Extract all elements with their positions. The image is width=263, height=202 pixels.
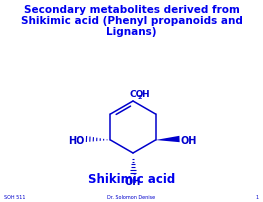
Text: Lignans): Lignans) [106,27,157,37]
Text: 2: 2 [138,95,142,100]
Text: OH: OH [125,176,141,186]
Text: 1: 1 [256,194,259,199]
Text: HO: HO [68,135,84,145]
Text: Dr. Solomon Denise: Dr. Solomon Denise [108,194,155,199]
Text: Shikimic acid (Phenyl propanoids and: Shikimic acid (Phenyl propanoids and [21,16,242,26]
Text: Secondary metabolites derived from: Secondary metabolites derived from [24,5,239,15]
Text: CO: CO [129,89,143,99]
Text: OH: OH [180,135,197,145]
Text: H: H [141,89,149,99]
Polygon shape [155,136,180,142]
Text: Shikimic acid: Shikimic acid [88,172,175,185]
Text: SOH 511: SOH 511 [4,194,26,199]
